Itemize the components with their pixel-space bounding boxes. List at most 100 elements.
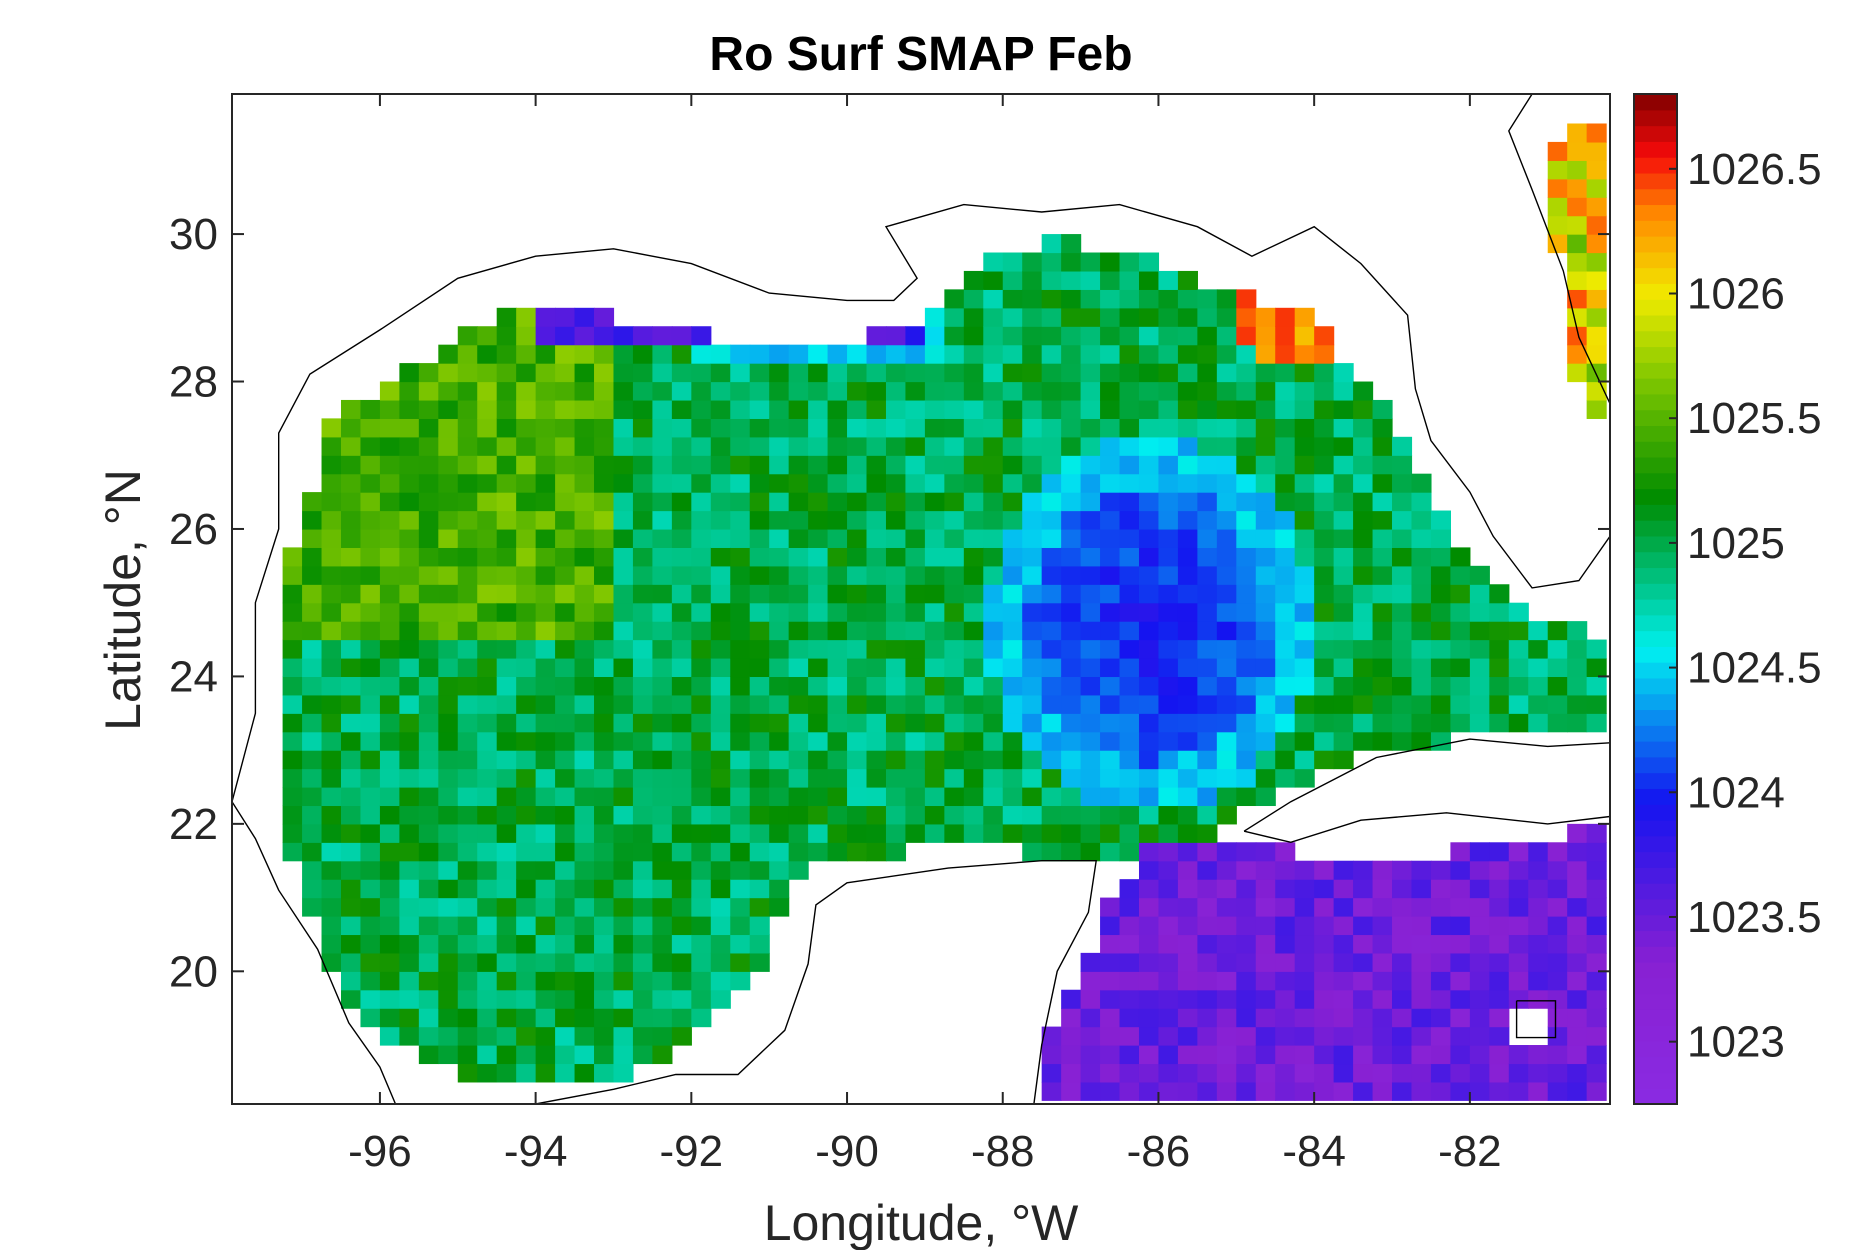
heatmap-cell xyxy=(827,823,848,843)
heatmap-cell xyxy=(905,602,926,622)
heatmap-cell xyxy=(438,639,459,659)
heatmap-cell xyxy=(730,879,751,899)
heatmap-cell xyxy=(438,1045,459,1065)
heatmap-cell xyxy=(1100,584,1121,604)
heatmap-cell xyxy=(1255,528,1276,548)
heatmap-cell xyxy=(1100,326,1121,346)
heatmap-cell xyxy=(399,381,420,401)
heatmap-cell xyxy=(457,786,478,807)
heatmap-cell xyxy=(516,399,537,419)
heatmap-cell xyxy=(1236,1045,1257,1065)
heatmap-cell xyxy=(1022,639,1043,659)
colorbar-segment xyxy=(1634,1040,1677,1058)
heatmap-cell xyxy=(1489,916,1510,936)
heatmap-cell xyxy=(1002,547,1023,567)
heatmap-cell xyxy=(379,528,400,548)
heatmap-cell xyxy=(1216,1008,1237,1028)
heatmap-cell xyxy=(574,621,595,641)
heatmap-cell xyxy=(1002,252,1023,272)
heatmap-cell xyxy=(1567,971,1588,991)
heatmap-cell xyxy=(1508,934,1529,954)
heatmap-cell xyxy=(1061,1081,1082,1101)
heatmap-cell xyxy=(730,381,751,401)
heatmap-cell xyxy=(457,344,478,364)
heatmap-cell xyxy=(749,786,770,807)
heatmap-cell xyxy=(1255,842,1276,862)
heatmap-cell xyxy=(360,418,381,438)
heatmap-cell xyxy=(1236,344,1257,364)
heatmap-cell xyxy=(1177,565,1198,585)
heatmap-cell xyxy=(1392,621,1413,641)
heatmap-cell xyxy=(963,363,984,383)
heatmap-cell xyxy=(1100,602,1121,622)
heatmap-cell xyxy=(1547,897,1568,917)
heatmap-cell xyxy=(808,510,829,530)
heatmap-cell xyxy=(691,897,712,917)
heatmap-cell xyxy=(1255,768,1276,788)
heatmap-cell xyxy=(1528,1081,1549,1101)
heatmap-cell xyxy=(671,399,692,419)
heatmap-cell xyxy=(1333,657,1354,678)
heatmap-cell xyxy=(1022,399,1043,419)
heatmap-cell xyxy=(594,492,615,512)
heatmap-cell xyxy=(1100,528,1121,548)
heatmap-cell xyxy=(1430,971,1451,991)
heatmap-cell xyxy=(477,621,498,641)
heatmap-cell xyxy=(340,750,362,770)
heatmap-cell xyxy=(1353,621,1374,641)
heatmap-cell xyxy=(1275,1063,1296,1083)
heatmap-cell xyxy=(1411,1081,1432,1101)
heatmap-cell xyxy=(1255,731,1276,751)
heatmap-cell xyxy=(847,565,868,585)
heatmap-cell xyxy=(399,897,420,917)
heatmap-cell xyxy=(282,731,303,751)
heatmap-cell xyxy=(457,676,478,696)
heatmap-cell xyxy=(1450,621,1471,641)
coastline-segment xyxy=(232,203,1610,802)
heatmap-cell xyxy=(1528,860,1549,880)
heatmap-cell xyxy=(944,547,965,567)
heatmap-cell xyxy=(671,971,692,991)
heatmap-cell xyxy=(691,786,712,807)
heatmap-cell xyxy=(1430,879,1451,899)
heatmap-cell xyxy=(1158,326,1179,346)
y-axis-label: Latitude, °N xyxy=(95,469,151,731)
heatmap-cell xyxy=(1469,989,1490,1009)
heatmap-cell xyxy=(282,565,303,585)
heatmap-cell xyxy=(944,621,965,641)
heatmap-cell xyxy=(1216,934,1237,954)
heatmap-cell xyxy=(1119,547,1140,567)
heatmap-cell xyxy=(555,602,576,622)
heatmap-cell xyxy=(924,805,945,825)
heatmap-cell xyxy=(1586,934,1607,954)
heatmap-cell xyxy=(1002,823,1023,843)
heatmap-cell xyxy=(632,547,653,567)
heatmap-cell xyxy=(1216,381,1237,401)
heatmap-cell xyxy=(1080,713,1101,733)
heatmap-cell xyxy=(1392,602,1413,622)
heatmap-cell xyxy=(457,657,478,678)
colorbar-segment xyxy=(1634,946,1677,963)
heatmap-cell xyxy=(1275,934,1296,954)
heatmap-cell xyxy=(1586,676,1607,696)
heatmap-cell xyxy=(1216,731,1237,751)
heatmap-cell xyxy=(516,842,537,862)
heatmap-cell xyxy=(1022,344,1043,364)
heatmap-cell xyxy=(1430,713,1451,733)
heatmap-cell xyxy=(652,952,673,972)
heatmap-cell xyxy=(1177,363,1198,383)
heatmap-cell xyxy=(1450,989,1471,1009)
heatmap-cell xyxy=(438,694,459,714)
heatmap-cell xyxy=(302,510,323,530)
heatmap-cell xyxy=(1469,1063,1490,1083)
heatmap-cell xyxy=(594,768,615,788)
heatmap-cell xyxy=(1294,1008,1315,1028)
heatmap-cell xyxy=(905,731,926,751)
heatmap-cell xyxy=(399,621,420,641)
heatmap-cell xyxy=(496,842,517,862)
heatmap-cell xyxy=(282,842,303,862)
heatmap-cell xyxy=(983,713,1004,733)
heatmap-cell xyxy=(827,657,848,678)
heatmap-cell xyxy=(613,639,634,659)
heatmap-cell xyxy=(963,510,984,530)
